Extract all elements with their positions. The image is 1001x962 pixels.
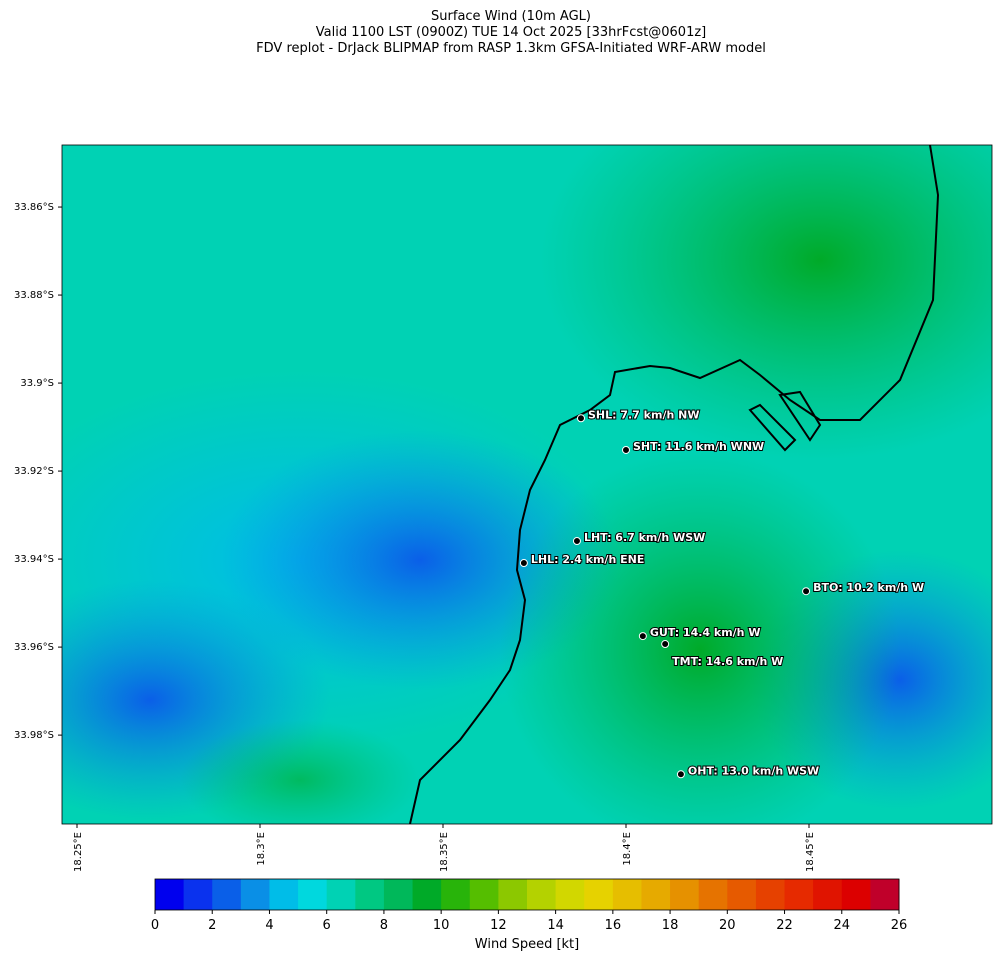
station-label: LHT: 6.7 km/h WSW	[584, 531, 705, 544]
x-tick-label: 18.4°E	[622, 832, 633, 866]
colorbar-tick-label: 6	[323, 918, 331, 933]
station-marker	[676, 770, 685, 779]
colorbar-tick-label: 18	[662, 918, 679, 933]
y-tick-label: 33.94°S	[14, 554, 54, 565]
station-label: SHT: 11.6 km/h WNW	[633, 440, 764, 453]
colorbar-tick-label: 2	[208, 918, 216, 933]
colorbar-swatch	[326, 879, 356, 910]
y-tick-label: 33.86°S	[14, 202, 54, 213]
colorbar-swatch	[870, 879, 900, 910]
station-marker	[661, 640, 670, 649]
colorbar-swatch	[441, 879, 471, 910]
colorbar-swatch	[527, 879, 557, 910]
colorbar-swatch	[698, 879, 728, 910]
colorbar-swatch	[269, 879, 299, 910]
colorbar-swatch	[183, 879, 213, 910]
colorbar-label: Wind Speed [kt]	[475, 937, 579, 952]
y-tick-label: 33.98°S	[14, 730, 54, 741]
title-line: Surface Wind (10m AGL)	[431, 9, 591, 24]
colorbar-tick-label: 10	[433, 918, 450, 933]
station-label: TMT: 14.6 km/h W	[672, 655, 783, 668]
x-tick-label: 18.45°E	[805, 832, 816, 872]
map-frame	[61, 144, 993, 825]
colorbar-swatch	[383, 879, 414, 910]
colorbar-tick-label: 8	[380, 918, 388, 933]
x-tick-label: 18.25°E	[73, 832, 84, 872]
colorbar-tick-label: 20	[719, 918, 736, 933]
station-label: OHT: 13.0 km/h WSW	[688, 764, 819, 777]
colorbar-tick-label: 24	[833, 918, 850, 933]
colorbar-frame	[154, 878, 900, 911]
colorbar-swatch	[412, 879, 442, 910]
x-tick-label: 18.35°E	[439, 832, 450, 872]
colorbar-swatch	[584, 879, 614, 910]
station-marker	[572, 537, 581, 546]
colorbar-tick-label: 4	[265, 918, 273, 933]
colorbar-tick-label: 16	[605, 918, 622, 933]
colorbar-swatch	[498, 879, 528, 910]
colorbar-swatch	[670, 879, 700, 910]
wind-field	[62, 145, 992, 824]
colorbar-swatch	[469, 879, 499, 910]
station-label: GUT: 14.4 km/h W	[650, 626, 761, 639]
colorbar-tick-label: 14	[547, 918, 564, 933]
colorbar-swatch	[240, 879, 270, 910]
station-marker	[802, 587, 811, 596]
colorbar-swatch	[784, 879, 814, 910]
station-marker	[638, 632, 647, 641]
station-marker	[576, 414, 585, 423]
colorbar-swatch	[355, 879, 385, 910]
station-label: SHL: 7.7 km/h NW	[588, 408, 699, 421]
colorbar-swatch	[841, 879, 871, 910]
x-tick-label: 18.3°E	[256, 832, 267, 866]
colorbar-swatch	[212, 879, 242, 910]
harbour	[748, 390, 822, 452]
y-tick-label: 33.88°S	[14, 290, 54, 301]
station-marker	[622, 445, 631, 454]
colorbar-swatch	[155, 879, 185, 910]
coastline	[409, 145, 940, 824]
colorbar-swatch	[755, 879, 786, 910]
station-label: LHL: 2.4 km/h ENE	[531, 553, 644, 566]
y-tick-label: 33.9°S	[20, 378, 54, 389]
station-label: BTO: 10.2 km/h W	[813, 581, 924, 594]
colorbar-tick-label: 26	[891, 918, 908, 933]
colorbar-tick-label: 12	[490, 918, 507, 933]
y-tick-label: 33.92°S	[14, 466, 54, 477]
colorbar-swatch	[555, 879, 585, 910]
colorbar-swatch	[727, 879, 757, 910]
colorbar-swatch	[641, 879, 671, 910]
colorbar-swatch	[813, 879, 843, 910]
colorbar-tick-label: 0	[151, 918, 159, 933]
title-line: Valid 1100 LST (0900Z) TUE 14 Oct 2025 […	[316, 25, 706, 40]
colorbar-swatch	[612, 879, 642, 910]
y-tick-label: 33.96°S	[14, 642, 54, 653]
title-line: FDV replot - DrJack BLIPMAP from RASP 1.…	[256, 41, 766, 56]
colorbar-tick-label: 22	[776, 918, 793, 933]
colorbar-swatch	[298, 879, 328, 910]
station-marker	[519, 559, 528, 568]
